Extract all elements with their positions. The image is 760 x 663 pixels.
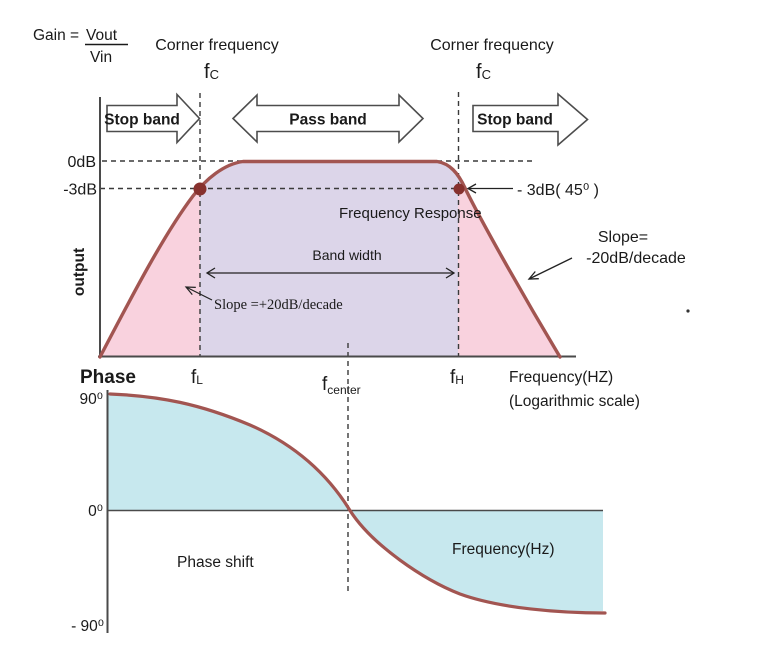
bandwidth-label: Band width bbox=[312, 247, 381, 263]
gain-curve bbox=[98, 159, 562, 359]
phase-ytick-minus90: - 90⁰ bbox=[71, 618, 104, 635]
bandwidth-arrowhead-right bbox=[445, 267, 456, 279]
top-ylabel-output: output bbox=[71, 248, 88, 296]
corner-frequency-left-symbol: fC bbox=[204, 61, 219, 83]
phase-curve bbox=[108, 392, 607, 615]
phase-shift-label: Phase shift bbox=[177, 554, 254, 571]
passband-label: Pass band bbox=[289, 112, 367, 129]
minus3db-dot-left bbox=[193, 182, 207, 196]
slope-up-label: Slope =+20dB/decade bbox=[214, 297, 343, 313]
xtick-fcenter: fcenter bbox=[322, 374, 361, 397]
stopband-right-label: Stop band bbox=[477, 112, 553, 129]
stray-mark bbox=[686, 309, 690, 313]
corner-frequency-right-label: Corner frequency bbox=[430, 37, 554, 54]
gain-formula-denominator: Vin bbox=[90, 49, 112, 66]
stopband-right-arrow bbox=[472, 92, 589, 147]
phase-frequency-label: Frequency(Hz) bbox=[452, 541, 555, 558]
minus3db-pointer-head bbox=[466, 183, 477, 194]
passband-arrow bbox=[231, 93, 425, 144]
phase-title: Phase bbox=[80, 367, 136, 388]
minus3db-note: - 3dB( 45⁰ ) bbox=[517, 182, 599, 199]
xtick-fh: fH bbox=[450, 367, 464, 388]
xtick-fl: fL bbox=[191, 367, 203, 388]
gain-formula-prefix: Gain = bbox=[33, 27, 79, 44]
slope-up-pointer bbox=[185, 286, 213, 301]
phase-ytick-90: 90⁰ bbox=[80, 391, 103, 408]
slope-up-pointer-head bbox=[184, 286, 196, 295]
slope-down-pointer bbox=[528, 257, 573, 280]
ytick-minus3db: -3dB bbox=[63, 182, 97, 199]
phase-fill-right bbox=[350, 510, 603, 612]
stopband-left-arrow bbox=[106, 92, 201, 145]
phase-fill-left bbox=[108, 394, 350, 511]
corner-frequency-right-symbol: fC bbox=[476, 61, 491, 83]
slope-down-label-line2: -20dB/decade bbox=[586, 250, 686, 267]
slope-down-pointer-head bbox=[527, 271, 539, 280]
slope-down-label-line1: Slope= bbox=[598, 229, 648, 246]
bandwidth-arrowhead-left bbox=[205, 267, 216, 279]
top-xlabel-line1: Frequency(HZ) bbox=[509, 369, 613, 386]
stopband-left-label: Stop band bbox=[104, 112, 180, 129]
passband-fill-main bbox=[200, 161, 464, 356]
gain-formula-numerator: Vout bbox=[86, 27, 118, 44]
top-xlabel-line2: (Logarithmic scale) bbox=[509, 393, 640, 410]
minus3db-dot-right bbox=[453, 183, 465, 195]
ytick-0db: 0dB bbox=[68, 154, 96, 171]
frequency-response-label: Frequency Response bbox=[339, 205, 482, 222]
stopband-left-fill bbox=[100, 188, 200, 356]
corner-frequency-left-label: Corner frequency bbox=[155, 37, 279, 54]
phase-ytick-0: 0⁰ bbox=[88, 503, 103, 520]
